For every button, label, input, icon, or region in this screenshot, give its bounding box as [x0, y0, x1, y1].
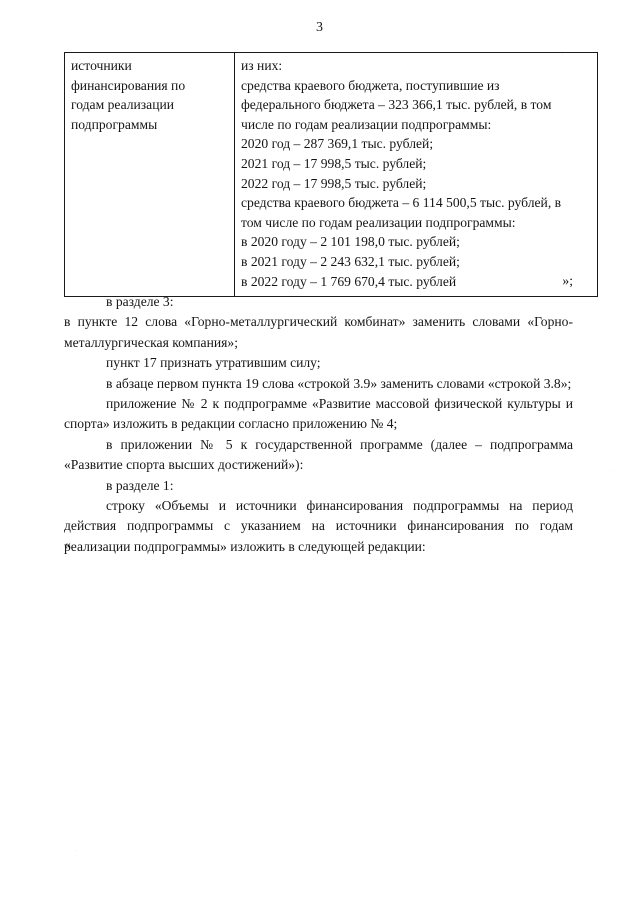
opening-quote-mark: « [64, 537, 71, 552]
cell-line: федерального бюджета – 323 366,1 тыс. ру… [241, 97, 552, 113]
cell-line: средства краевого бюджета – 6 114 500,5 … [241, 195, 562, 211]
cell-line: в 2020 году – 2 101 198,0 тыс. рублей; [241, 234, 460, 250]
cell-line: из них: [241, 58, 283, 73]
paragraph: приложение № 2 к подпрограмме «Развитие … [64, 396, 573, 432]
cell-line: источники [71, 58, 132, 73]
paragraph: пункт 17 признать утратившим силу; [106, 355, 321, 371]
cell-line: 2020 год – 287 369,1 тыс. рублей; [241, 136, 434, 152]
cell-line: в 2022 году – 1 769 670,4 тыс. рублей [241, 273, 457, 289]
paragraph: в приложении № 5 к государственной прогр… [64, 436, 573, 473]
table-one-value-cell: из них: средства краевого бюджета, посту… [234, 51, 598, 298]
table-one-label-cell: источники финансирования по годам реализ… [64, 51, 235, 298]
body-text-block: в разделе 3: в пункте 12 слова «Горно-ме… [64, 292, 573, 557]
page-number: 3 [316, 20, 323, 35]
cell-line: в 2021 году – 2 243 632,1 тыс. рублей; [241, 253, 460, 269]
paragraph: в разделе 1: [106, 477, 174, 493]
cell-line: средства краевого бюджета, поступившие и… [241, 77, 500, 93]
paragraph: в абзаце первом пункта 19 слова «строкой… [106, 375, 572, 391]
cell-line: том числе по годам реализации подпрограм… [241, 214, 516, 230]
closing-quote-mark: »; [562, 273, 573, 288]
cell-line: 2022 год – 17 998,5 тыс. рублей; [241, 175, 427, 191]
table-row: источники финансирования по годам реализ… [64, 51, 598, 298]
cell-line: 2021 год – 17 998,5 тыс. рублей; [241, 155, 427, 171]
paragraph: в разделе 3: [106, 294, 174, 309]
financing-table-one: источники финансирования по годам реализ… [64, 51, 598, 298]
cell-line: финансирования по [71, 77, 186, 93]
financing-table-two-clip: Объемы и источники финансирования подпро… [0, 556, 639, 840]
cell-line: числе по годам реализации подпрограммы: [241, 116, 492, 132]
cell-line: годам реализации [71, 97, 175, 113]
paragraph: строку «Объемы и источники финансировани… [64, 498, 573, 554]
paragraph: в пункте 12 слова «Горно-металлургически… [64, 314, 573, 350]
cell-line: подпрограммы [71, 116, 158, 132]
